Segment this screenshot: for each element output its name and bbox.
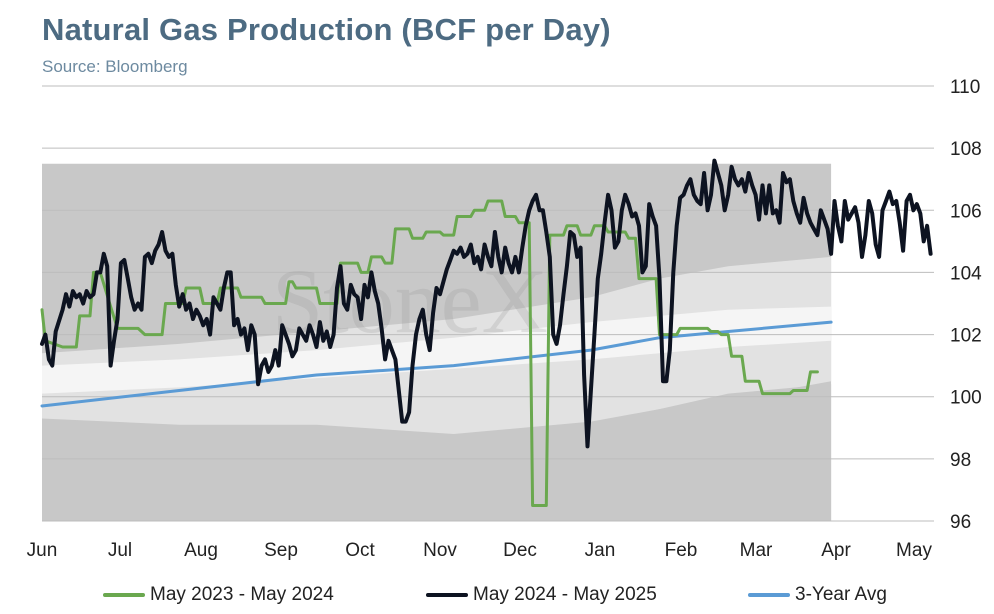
series-lines	[40, 158, 933, 507]
legend-swatch-avg	[748, 593, 790, 597]
x-tick-label: Jun	[27, 540, 58, 561]
x-tick-label: Jul	[108, 540, 132, 561]
x-tick-label: Sep	[264, 540, 298, 561]
legend-item-avg: 3-Year Avg	[748, 584, 887, 606]
y-tick-label: 104	[950, 263, 982, 284]
series-line-1	[40, 158, 933, 449]
legend-swatch-2024	[426, 593, 468, 597]
x-tick-label: Mar	[740, 540, 773, 561]
y-tick-label: 106	[950, 201, 982, 222]
x-tick-label: Feb	[665, 540, 698, 561]
x-tick-label: May	[896, 540, 932, 561]
x-tick-label: Jan	[585, 540, 616, 561]
legend-item-2024: May 2024 - May 2025	[426, 584, 657, 606]
legend: May 2023 - May 2024 May 2024 - May 2025 …	[0, 584, 994, 610]
legend-label-avg: 3-Year Avg	[795, 584, 887, 605]
legend-swatch-2023	[103, 593, 145, 597]
series-line-0	[40, 199, 819, 507]
x-tick-label: Aug	[184, 540, 218, 561]
y-tick-label: 98	[950, 450, 971, 471]
legend-label-2024: May 2024 - May 2025	[473, 584, 657, 605]
y-axis-ticks: 110 108 106 104 102 100 98 96	[950, 77, 982, 533]
y-tick-label: 102	[950, 326, 982, 347]
y-tick-label: 108	[950, 139, 982, 160]
legend-item-2023: May 2023 - May 2024	[103, 584, 334, 606]
y-tick-label: 100	[950, 388, 982, 409]
x-axis-ticks: Jun Jul Aug Sep Oct Nov Dec Jan Feb Mar Apr May	[27, 540, 933, 561]
gridlines	[42, 85, 934, 522]
band-range-center	[42, 306, 832, 394]
x-tick-label: Oct	[345, 540, 375, 561]
range-bands	[42, 157, 832, 521]
chart-title: Natural Gas Production (BCF per Day)	[42, 12, 611, 47]
band-range-bottom	[42, 384, 832, 521]
y-tick-label: 96	[950, 512, 971, 533]
x-tick-label: Dec	[503, 540, 537, 561]
x-tick-label: Nov	[423, 540, 457, 561]
legend-label-2023: May 2023 - May 2024	[150, 584, 334, 605]
y-tick-label: 110	[950, 77, 980, 98]
x-tick-label: Apr	[821, 540, 851, 561]
chart-subtitle: Source: Bloomberg	[42, 57, 188, 76]
